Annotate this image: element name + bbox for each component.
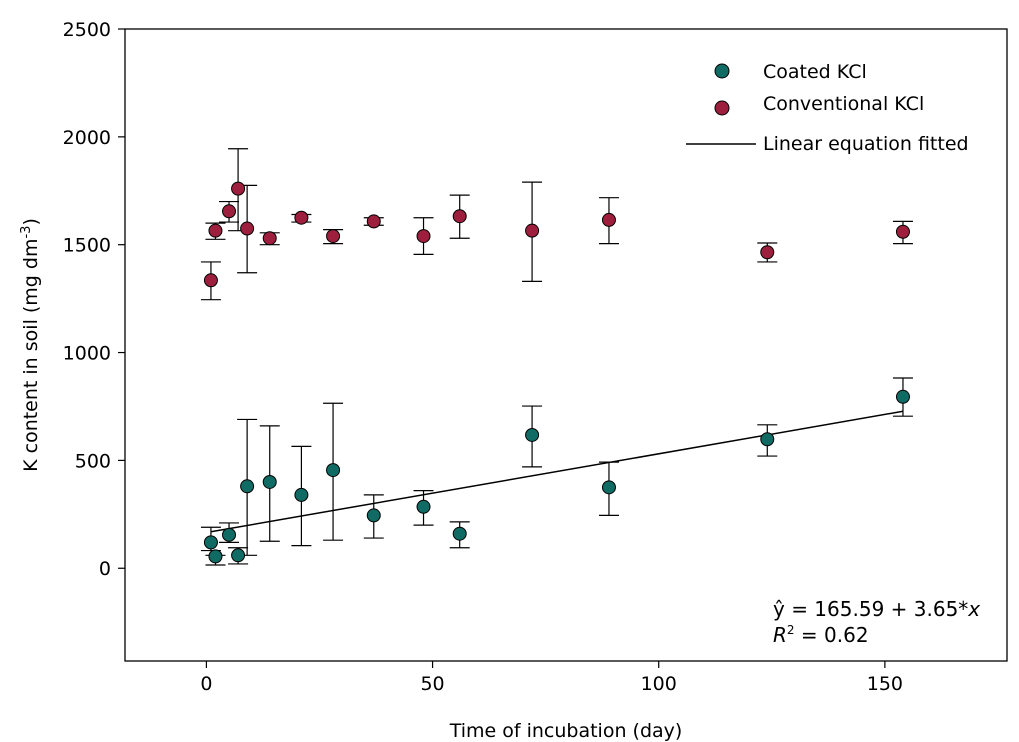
point-s0-6 xyxy=(294,487,309,502)
point-s1-12 xyxy=(601,212,616,227)
point-s0-1 xyxy=(208,549,223,564)
point-s1-1 xyxy=(208,223,223,238)
y-tick-label-1: 500 xyxy=(75,450,111,472)
fit-line-layer xyxy=(210,410,904,533)
x-tick-label-3: 150 xyxy=(867,673,903,695)
point-s0-8 xyxy=(366,508,381,523)
y-axis-title-main: K content in soil (mg dm xyxy=(20,239,42,472)
y-axis: 0 500 1000 1500 2000 2500 xyxy=(63,19,125,580)
point-s1-9 xyxy=(416,229,431,244)
point-s0-12 xyxy=(601,480,616,495)
y-tick-label-0: 0 xyxy=(99,558,111,580)
point-s1-5 xyxy=(262,231,277,246)
legend-label-coated: Coated KCl xyxy=(763,61,867,83)
points-layer xyxy=(203,181,910,564)
point-s0-5 xyxy=(262,474,277,489)
point-s0-9 xyxy=(416,499,431,514)
point-s1-14 xyxy=(895,224,910,239)
r-squared-r: R xyxy=(773,623,787,647)
point-s1-10 xyxy=(452,209,467,224)
legend-marker-conventional xyxy=(714,100,730,116)
plot-frame xyxy=(124,28,1008,662)
x-tick-label-2: 100 xyxy=(641,673,677,695)
point-s0-14 xyxy=(895,389,910,404)
r-squared-sup: 2 xyxy=(787,623,795,637)
r-squared-line: R2 = 0.62 xyxy=(773,623,869,647)
equation-annotation: ŷ = 165.59 + 3.65*x R2 = 0.62 xyxy=(773,597,980,647)
y-tick-label-2: 1000 xyxy=(63,343,111,365)
point-s0-7 xyxy=(326,463,341,478)
x-tick-label-1: 50 xyxy=(420,673,444,695)
point-s1-3 xyxy=(231,181,246,196)
point-s1-0 xyxy=(203,273,218,288)
equation-yhat: ŷ = 165.59 + 3.65* xyxy=(773,597,968,621)
x-axis-title: Time of incubation (day) xyxy=(449,720,683,742)
point-s1-7 xyxy=(326,229,341,244)
y-axis-title: K content in soil (mg dm-3) xyxy=(19,218,42,472)
point-s0-11 xyxy=(525,427,540,442)
point-s1-6 xyxy=(294,210,309,225)
y-tick-label-3: 1500 xyxy=(63,235,111,257)
error-bars-layer xyxy=(200,148,913,566)
y-axis-title-sup: -3 xyxy=(19,226,34,239)
point-s0-10 xyxy=(452,526,467,541)
point-s0-2 xyxy=(222,527,237,542)
legend-label-conventional: Conventional KCl xyxy=(763,93,924,115)
y-tick-label-5: 2500 xyxy=(63,19,111,41)
point-s1-2 xyxy=(222,204,237,219)
point-s0-13 xyxy=(760,432,775,447)
point-s0-4 xyxy=(240,479,255,494)
x-axis: 0 50 100 150 xyxy=(200,661,903,695)
point-s1-13 xyxy=(760,245,775,260)
legend-label-fit: Linear equation fitted xyxy=(763,133,969,155)
equation-x: x xyxy=(967,597,980,621)
fit-line xyxy=(210,410,904,533)
point-s0-3 xyxy=(231,548,246,563)
point-s1-4 xyxy=(240,221,255,236)
legend-marker-coated xyxy=(714,63,730,79)
point-s0-0 xyxy=(203,535,218,550)
equation-line: ŷ = 165.59 + 3.65*x xyxy=(773,597,980,621)
y-tick-label-4: 2000 xyxy=(63,127,111,149)
legend: Coated KCl Conventional KCl Linear equat… xyxy=(686,61,969,155)
y-axis-title-close: ) xyxy=(20,218,42,225)
point-s1-8 xyxy=(366,214,381,229)
r-squared-value: = 0.62 xyxy=(795,623,869,647)
point-s1-11 xyxy=(525,223,540,238)
x-tick-label-0: 0 xyxy=(200,673,212,695)
